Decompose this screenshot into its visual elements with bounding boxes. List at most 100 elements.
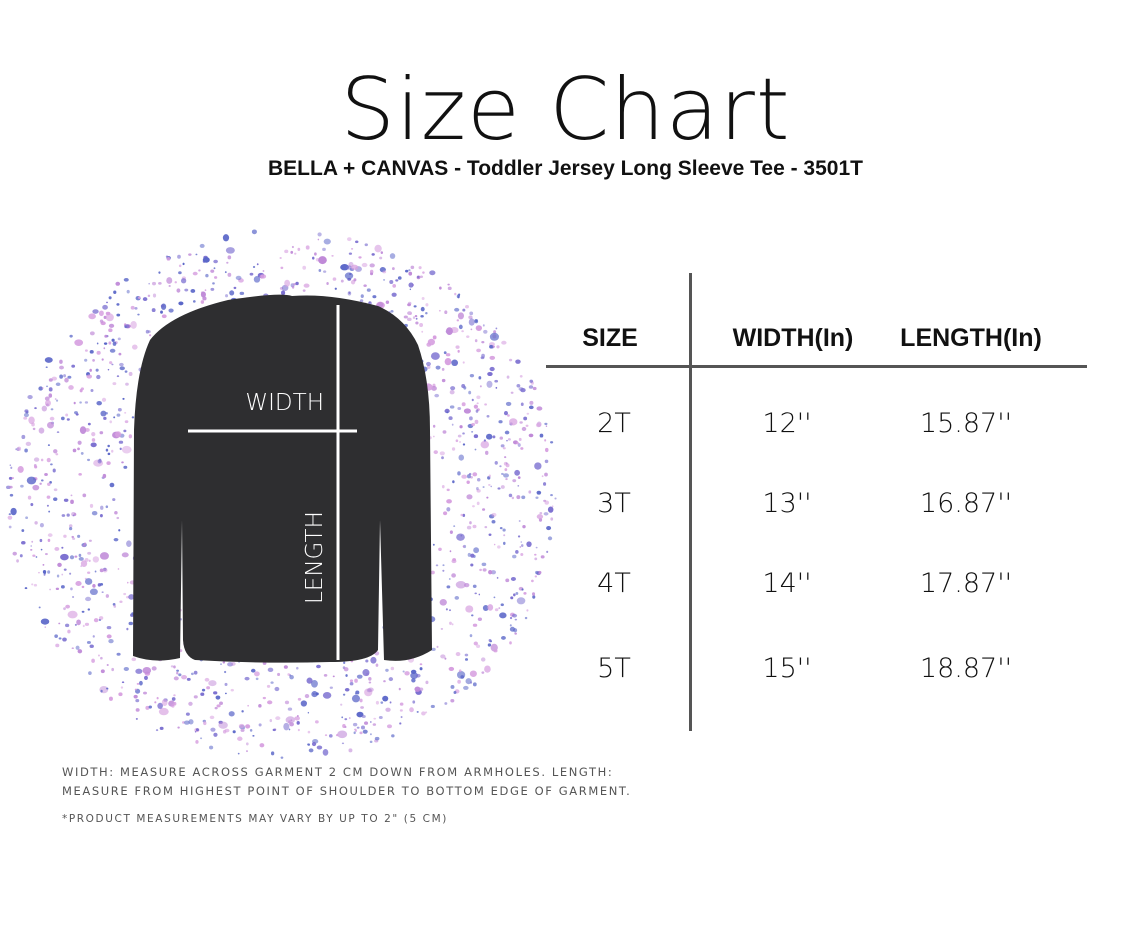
splatter-dot bbox=[514, 469, 521, 476]
splatter-dot bbox=[512, 479, 517, 483]
splatter-dot bbox=[485, 450, 489, 455]
splatter-dot bbox=[107, 452, 111, 456]
splatter-dot bbox=[275, 716, 281, 721]
splatter-dot bbox=[69, 572, 72, 575]
splatter-dot bbox=[75, 580, 82, 587]
splatter-dot bbox=[173, 676, 179, 681]
splatter-dot bbox=[476, 644, 481, 648]
splatter-dot bbox=[241, 710, 244, 713]
splatter-dot bbox=[117, 337, 121, 341]
splatter-dot bbox=[443, 351, 447, 355]
splatter-dot bbox=[343, 661, 346, 665]
splatter-dot bbox=[64, 377, 69, 383]
splatter-dot bbox=[224, 682, 228, 686]
splatter-dot bbox=[550, 517, 554, 521]
splatter-dot bbox=[409, 707, 414, 713]
splatter-dot bbox=[316, 745, 323, 750]
splatter-dot bbox=[69, 527, 73, 531]
splatter-dot bbox=[78, 472, 82, 476]
splatter-dot bbox=[363, 284, 367, 288]
splatter-dot bbox=[517, 476, 521, 479]
splatter-dot bbox=[461, 384, 466, 389]
splatter-dot bbox=[461, 330, 464, 333]
splatter-dot bbox=[245, 724, 251, 729]
splatter-dot bbox=[306, 677, 313, 684]
splatter-dot bbox=[535, 570, 539, 575]
splatter-dot bbox=[87, 551, 92, 555]
splatter-dot bbox=[547, 506, 554, 513]
splatter-dot bbox=[442, 430, 447, 434]
splatter-dot bbox=[89, 644, 94, 649]
splatter-dot bbox=[536, 406, 543, 411]
splatter-dot bbox=[369, 263, 375, 268]
splatter-dot bbox=[161, 303, 167, 310]
splatter-dot bbox=[116, 375, 120, 378]
splatter-dot bbox=[124, 411, 127, 414]
splatter-dot bbox=[87, 422, 91, 426]
splatter-dot bbox=[411, 678, 416, 683]
splatter-dot bbox=[472, 524, 477, 529]
splatter-dot bbox=[487, 604, 494, 611]
splatter-dot bbox=[297, 247, 301, 252]
splatter-dot bbox=[432, 435, 435, 438]
splatter-dot bbox=[518, 520, 521, 522]
splatter-dot bbox=[457, 312, 465, 320]
splatter-dot bbox=[71, 364, 76, 368]
splatter-dot bbox=[284, 700, 290, 705]
splatter-dot bbox=[473, 641, 478, 646]
splatter-dot bbox=[471, 431, 474, 433]
splatter-dot bbox=[215, 695, 221, 700]
splatter-dot bbox=[419, 667, 423, 671]
splatter-dot bbox=[32, 554, 36, 557]
splatter-dot bbox=[323, 270, 327, 273]
splatter-dot bbox=[61, 573, 64, 576]
splatter-dot bbox=[418, 687, 424, 692]
splatter-dot bbox=[30, 502, 34, 507]
splatter-dot bbox=[497, 545, 501, 549]
splatter-dot bbox=[355, 240, 359, 244]
splatter-dot bbox=[94, 570, 97, 573]
splatter-dot bbox=[230, 661, 236, 666]
splatter-dot bbox=[8, 525, 12, 529]
splatter-dot bbox=[510, 576, 516, 581]
splatter-dot bbox=[418, 266, 422, 270]
splatter-dot bbox=[53, 449, 58, 454]
splatter-dot bbox=[269, 719, 273, 723]
splatter-dot bbox=[38, 427, 45, 434]
splatter-dot bbox=[507, 438, 511, 441]
splatter-dot bbox=[471, 422, 476, 427]
splatter-dot bbox=[89, 368, 92, 372]
splatter-dot bbox=[458, 324, 463, 330]
splatter-dot bbox=[108, 696, 113, 701]
splatter-dot bbox=[106, 687, 109, 690]
splatter-dot bbox=[364, 243, 368, 247]
splatter-dot bbox=[193, 670, 198, 675]
splatter-dot bbox=[415, 673, 421, 678]
splatter-dot bbox=[425, 680, 429, 685]
splatter-dot bbox=[67, 375, 72, 379]
splatter-dot bbox=[472, 472, 478, 477]
splatter-dot bbox=[451, 447, 456, 451]
splatter-dot bbox=[253, 276, 261, 283]
splatter-dot bbox=[151, 666, 157, 671]
splatter-dot bbox=[233, 286, 237, 290]
splatter-dot bbox=[370, 272, 374, 276]
splatter-dot bbox=[421, 330, 424, 333]
splatter-dot bbox=[532, 592, 536, 596]
splatter-dot bbox=[237, 736, 243, 741]
splatter-dot bbox=[359, 731, 363, 735]
width-label: WIDTH bbox=[245, 390, 324, 416]
splatter-dot bbox=[455, 362, 457, 365]
splatter-dot bbox=[84, 401, 89, 404]
splatter-dot bbox=[520, 447, 524, 450]
splatter-dot bbox=[86, 374, 93, 379]
splatter-dot bbox=[106, 634, 112, 639]
splatter-dot bbox=[77, 440, 82, 445]
splatter-dot bbox=[523, 416, 528, 421]
splatter-dot bbox=[513, 593, 516, 597]
splatter-dot bbox=[47, 444, 50, 446]
splatter-dot bbox=[34, 465, 38, 469]
splatter-dot bbox=[255, 677, 259, 681]
splatter-dot bbox=[227, 272, 232, 277]
splatter-dot bbox=[277, 672, 281, 677]
